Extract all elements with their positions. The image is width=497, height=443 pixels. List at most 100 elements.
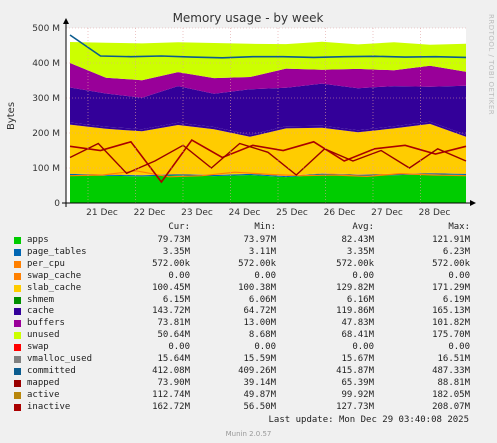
x-tick-label: 23 Dec [181, 208, 213, 215]
legend-min-value: 8.68M [248, 330, 276, 341]
y-axis-ticks: 0 100 M 200 M 300 M 400 M 500 M [32, 24, 60, 209]
legend-min-value: 64.72M [243, 306, 276, 317]
y-tick-label: 0 [54, 199, 60, 209]
legend-min-value: 0.00 [254, 270, 276, 281]
legend-row-committed: committed 412.08M 409.26M 415.87M 487.33M [0, 366, 497, 378]
legend-swatch [14, 260, 21, 268]
legend-label: active [27, 389, 60, 400]
legend-avg-value: 68.41M [341, 330, 374, 341]
legend-header-max: Max: [448, 222, 470, 232]
legend-cur-value: 50.64M [157, 330, 190, 341]
legend-swatch [14, 356, 21, 363]
legend-swatch [14, 344, 21, 352]
legend-swatch [14, 320, 21, 328]
legend-swatch [14, 391, 21, 399]
x-tick-label: 22 Dec [134, 208, 166, 215]
legend-max-value: 6.19M [442, 294, 470, 305]
legend-avg-value: 6.16M [346, 294, 374, 305]
legend-label: shmem [27, 294, 55, 305]
legend-avg-value: 65.39M [341, 377, 374, 388]
legend-min-value: 39.14M [243, 377, 276, 388]
memory-chart: Memory usage - by week Bytes 0 100 M 200 M… [6, 11, 476, 215]
x-tick-label: 28 Dec [419, 208, 451, 215]
line-mapped [69, 142, 467, 176]
line-inactive [69, 138, 467, 184]
legend-label: apps [27, 235, 49, 245]
legend-cur-value: 15.64M [157, 354, 190, 364]
legend-min-value: 3.11M [248, 246, 276, 257]
legend-max-value: 165.13M [432, 306, 470, 317]
legend-row-mapped: mapped 73.90M 39.14M 65.39M 88.81M [0, 378, 497, 390]
legend-row-per_cpu: per_cpu 572.00k 572.00k 572.00k 572.00k [0, 259, 497, 271]
legend-row-shmem: shmem 6.15M 6.06M 6.16M 6.19M [0, 295, 497, 307]
x-tick-label: 21 Dec [86, 208, 118, 215]
legend-avg-value: 127.73M [336, 401, 374, 412]
legend-max-value: 0.00 [448, 270, 470, 281]
x-axis-arrow [470, 200, 476, 206]
legend-label: mapped [27, 377, 60, 388]
legend-max-value: 175.70M [432, 330, 470, 341]
munin-version: Munin 2.0.57 [225, 430, 272, 438]
legend-min-value: 56.50M [243, 401, 276, 412]
legend-cur-value: 572.00k [152, 258, 190, 269]
legend-avg-value: 572.00k [336, 258, 374, 269]
legend-max-value: 208.07M [432, 401, 470, 412]
legend-min-value: 73.97M [243, 235, 276, 245]
legend-min-value: 100.38M [238, 282, 276, 293]
legend-max-value: 6.23M [442, 246, 470, 257]
x-tick-label: 27 Dec [371, 208, 403, 215]
legend-avg-value: 3.35M [346, 246, 374, 257]
legend-label: cache [27, 306, 55, 317]
legend-swatch [14, 332, 21, 340]
legend-row-active: active 112.74M 49.87M 99.92M 182.05M [0, 390, 497, 402]
line-active [69, 170, 467, 178]
line-series [69, 34, 467, 184]
legend-label: committed [27, 365, 76, 376]
legend-swatch [14, 237, 21, 244]
legend-max-value: 182.05M [432, 389, 470, 400]
legend-max-value: 88.81M [437, 377, 470, 388]
x-tick-label: 26 Dec [324, 208, 356, 215]
legend-label: inactive [27, 401, 71, 412]
legend-max-value: 0.00 [448, 342, 470, 353]
legend-row-apps: apps 79.73M 73.97M 82.43M 121.91M [0, 235, 497, 247]
legend-cur-value: 79.73M [157, 235, 190, 245]
legend-swatch [14, 308, 21, 316]
y-tick-label: 100 M [32, 164, 60, 174]
legend-max-value: 16.51M [437, 354, 470, 364]
area-cache [70, 83, 466, 135]
legend-cur-value: 100.45M [152, 282, 190, 293]
legend-label: page_tables [27, 246, 87, 257]
legend-header-cur: Cur: [168, 222, 190, 232]
legend-header-avg: Avg: [352, 222, 374, 232]
area-slab_cache [70, 123, 466, 176]
legend-avg-value: 0.00 [352, 342, 374, 353]
legend-min-value: 13.00M [243, 318, 276, 329]
legend-row-inactive: inactive 162.72M 56.50M 127.73M 208.07M [0, 402, 497, 414]
legend-row-swap_cache: swap_cache 0.00 0.00 0.00 0.00 [0, 271, 497, 283]
chart-title: Memory usage - by week [173, 11, 324, 25]
legend-cur-value: 0.00 [168, 342, 190, 353]
y-tick-label: 200 M [32, 129, 60, 139]
legend-cur-value: 0.00 [168, 270, 190, 281]
y-axis-label: Bytes [6, 102, 17, 130]
legend-swatch [14, 272, 21, 280]
legend-min-value: 0.00 [254, 342, 276, 353]
legend-max-value: 101.82M [432, 318, 470, 329]
legend-avg-value: 0.00 [352, 270, 374, 281]
area-per_cpu [70, 172, 466, 177]
legend-label: per_cpu [27, 258, 65, 269]
x-tick-label: 24 Dec [229, 208, 261, 215]
legend-cur-value: 73.81M [157, 318, 190, 329]
area-unused [70, 41, 466, 81]
legend-row-cache: cache 143.72M 64.72M 119.86M 165.13M [0, 306, 497, 318]
legend-swatch [14, 296, 21, 304]
y-axis-arrow [63, 18, 69, 24]
legend-avg-value: 15.67M [341, 354, 374, 364]
legend-row-vmalloc_used: vmalloc_used 15.64M 15.59M 15.67M 16.51M [0, 354, 497, 366]
legend-label: buffers [27, 318, 65, 329]
legend-row-unused: unused 50.64M 8.68M 68.41M 175.70M [0, 330, 497, 342]
legend-avg-value: 129.82M [336, 282, 374, 293]
legend-cur-value: 162.72M [152, 401, 190, 412]
legend-min-value: 572.00k [238, 258, 276, 269]
